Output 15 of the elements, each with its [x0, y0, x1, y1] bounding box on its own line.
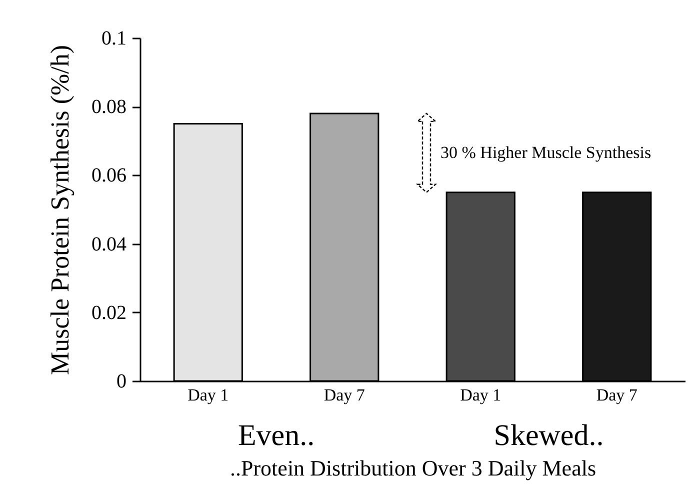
- y-axis-title: Muscle Protein Synthesis (%/h): [46, 44, 74, 376]
- y-tick-label: 0.1: [102, 28, 126, 50]
- x-tick-label: Day 1: [460, 386, 502, 404]
- annotation: 30 % Higher Muscle Synthesis: [440, 142, 652, 162]
- y-tick-label: 0.08: [92, 96, 126, 118]
- y-tick-label: 0.06: [92, 164, 126, 187]
- text: Even..: [238, 419, 315, 452]
- y-tick-label: 0.02: [92, 302, 126, 324]
- x-tick-label: Day 1: [188, 386, 229, 404]
- x-axis-title: ..Protein Distribution Over 3 Daily Meals: [230, 456, 596, 480]
- y-tick-label: 0.04: [92, 233, 126, 256]
- x-tick-label: Day 7: [324, 386, 366, 404]
- text: Skewed..: [494, 419, 604, 452]
- y-tick-label: 0: [116, 370, 126, 392]
- x-tick-label: Day 7: [596, 386, 638, 404]
